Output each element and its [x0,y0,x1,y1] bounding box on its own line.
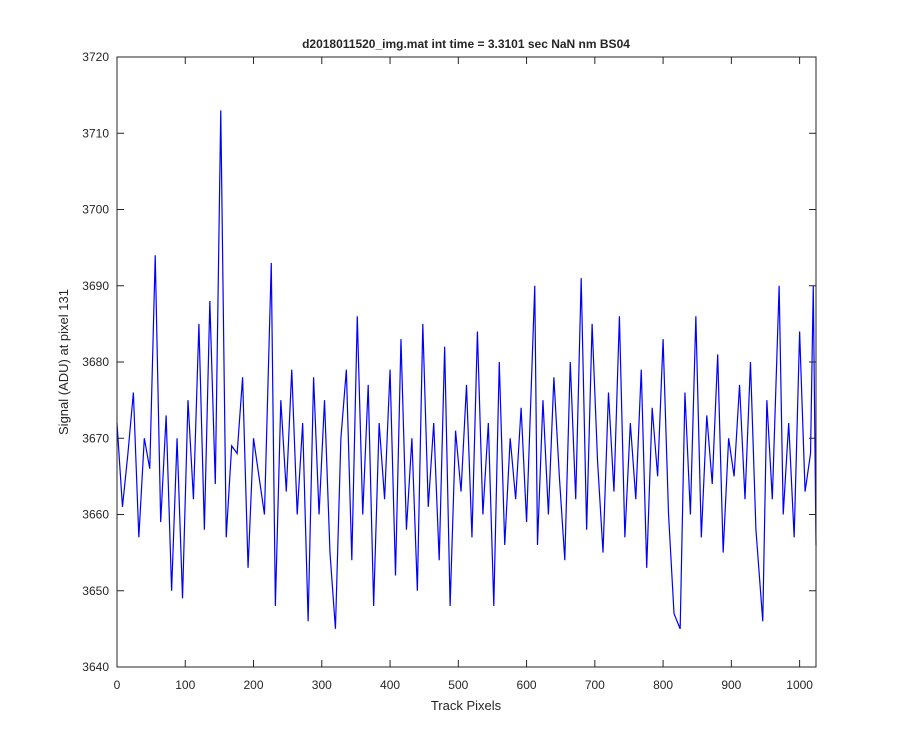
x-tick-label: 900 [721,678,741,692]
y-tick-label: 3640 [82,660,109,674]
x-tick-label: 600 [517,678,537,692]
x-tick-label: 800 [653,678,673,692]
y-tick-label: 3650 [82,584,109,598]
x-tick-label: 200 [244,678,264,692]
x-tick-label: 400 [380,678,400,692]
chart-title: d2018011520_img.mat int time = 3.3101 se… [302,37,630,51]
x-tick-label: 0 [114,678,121,692]
x-tick-label: 300 [312,678,332,692]
x-tick-label: 100 [175,678,195,692]
y-tick-label: 3700 [82,203,109,217]
data-line [116,110,817,630]
x-tick-label: 1000 [786,678,813,692]
y-tick-label: 3690 [82,279,109,293]
y-tick-label: 3720 [82,50,109,64]
y-tick-label: 3660 [82,508,109,522]
x-tick-label: 500 [448,678,468,692]
y-tick-label: 3710 [82,126,109,140]
x-tick-label: 700 [585,678,605,692]
x-axis-label: Track Pixels [431,698,502,713]
plot-area [117,57,816,667]
axes-box [116,56,817,668]
y-tick-label: 3680 [82,355,109,369]
y-axis-label: Signal (ADU) at pixel 131 [56,289,71,435]
y-tick-label: 3670 [82,431,109,445]
